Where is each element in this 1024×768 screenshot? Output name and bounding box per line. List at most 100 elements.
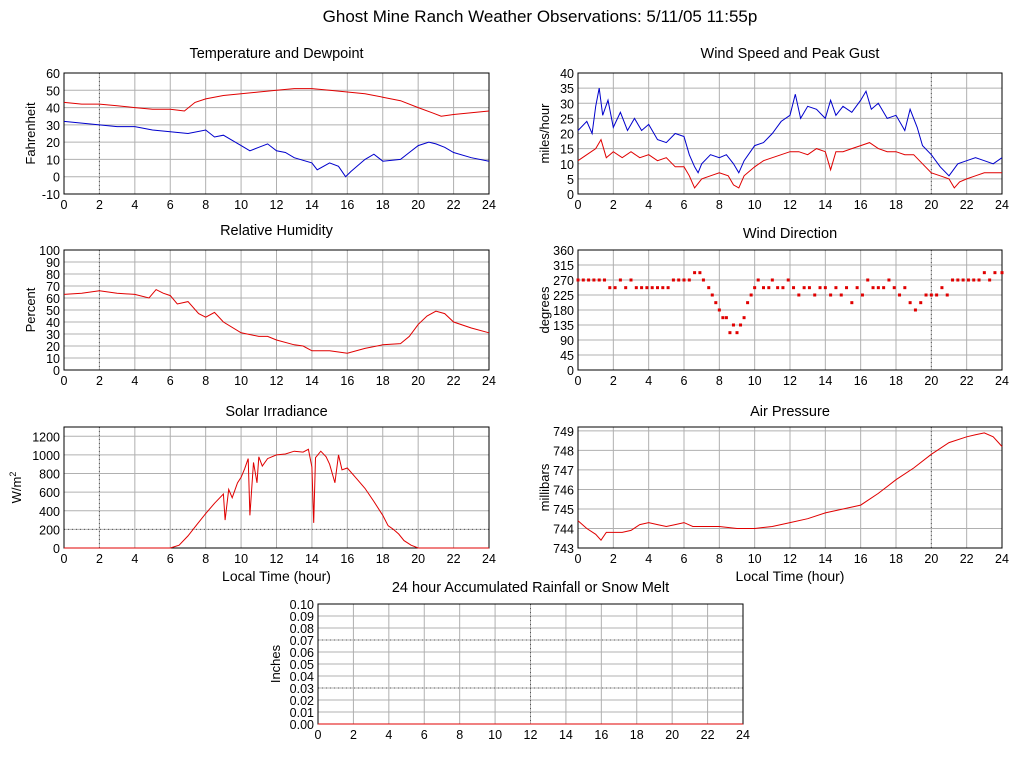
- x-tick-label: 20: [924, 198, 938, 212]
- data-point: [855, 286, 859, 290]
- x-tick-label: 20: [411, 198, 425, 212]
- y-tick-label: 745: [553, 503, 574, 517]
- x-tick-label: 20: [924, 374, 938, 388]
- x-tick-label: 18: [889, 552, 903, 566]
- data-point: [882, 286, 886, 290]
- data-point: [988, 278, 992, 282]
- data-point: [634, 286, 638, 290]
- x-tick-label: 0: [575, 198, 582, 212]
- pressure-title: Air Pressure: [750, 404, 830, 420]
- wind-series-line: [577, 138, 1002, 189]
- y-tick-label: 5: [567, 173, 574, 187]
- x-tick-label: 16: [594, 728, 608, 742]
- x-tick-label: 16: [854, 374, 868, 388]
- pressure-series-line: [577, 432, 1003, 542]
- y-tick-label: 90: [46, 256, 60, 270]
- x-tick-label: 18: [630, 728, 644, 742]
- x-tick-label: 2: [96, 374, 103, 388]
- x-tick-label: 16: [340, 198, 354, 212]
- y-tick-label: 100: [39, 244, 60, 258]
- x-tick-label: 14: [818, 198, 832, 212]
- y-tick-label: 748: [553, 444, 574, 458]
- rain-title: 24 hour Accumulated Rainfall or Snow Mel…: [392, 580, 669, 596]
- data-point: [818, 286, 822, 290]
- data-point: [613, 286, 617, 290]
- rh-plot-frame: [63, 249, 490, 371]
- x-tick-label: 8: [716, 374, 723, 388]
- x-tick-label: 4: [645, 374, 652, 388]
- y-tick-label: 40: [560, 67, 574, 81]
- data-point: [749, 293, 753, 297]
- data-point: [640, 286, 644, 290]
- y-tick-label: 30: [46, 328, 60, 342]
- x-tick-label: 10: [488, 728, 502, 742]
- x-tick-label: 2: [610, 198, 617, 212]
- x-tick-label: 22: [447, 198, 461, 212]
- temp-plot-frame: [63, 72, 490, 195]
- wdir-plot-frame: [577, 249, 1003, 371]
- x-tick-label: 24: [736, 728, 750, 742]
- data-point: [850, 301, 854, 305]
- rh-series-line: [63, 288, 490, 354]
- y-tick-label: 25: [560, 112, 574, 126]
- x-tick-label: 20: [411, 552, 425, 566]
- data-point: [739, 323, 743, 327]
- y-tick-label: 0.05: [290, 658, 314, 672]
- y-tick-label: 0.06: [290, 646, 314, 660]
- x-tick-label: 12: [783, 552, 797, 566]
- wdir-ylabel: degrees: [537, 286, 552, 333]
- data-point: [767, 286, 771, 290]
- y-tick-label: 40: [46, 316, 60, 330]
- y-tick-label: 0: [567, 188, 574, 202]
- data-point: [940, 286, 944, 290]
- y-tick-label: 80: [46, 268, 60, 282]
- data-point: [753, 286, 757, 290]
- wind-plot-frame: [577, 72, 1003, 195]
- x-tick-label: 10: [234, 552, 248, 566]
- x-tick-label: 6: [167, 552, 174, 566]
- y-tick-label: 225: [553, 289, 574, 303]
- data-point: [735, 331, 739, 335]
- data-point: [871, 286, 875, 290]
- y-tick-label: 50: [46, 304, 60, 318]
- y-tick-label: 744: [553, 522, 574, 536]
- y-tick-label: 70: [46, 280, 60, 294]
- data-point: [687, 278, 691, 282]
- x-tick-label: 0: [61, 374, 68, 388]
- y-tick-label: 0.09: [290, 610, 314, 624]
- x-tick-label: 12: [783, 374, 797, 388]
- x-tick-label: 22: [960, 552, 974, 566]
- y-tick-label: 40: [46, 102, 60, 116]
- x-tick-label: 24: [995, 552, 1009, 566]
- x-tick-label: 2: [96, 198, 103, 212]
- data-point: [956, 278, 960, 282]
- data-point: [698, 271, 702, 275]
- x-tick-label: 16: [340, 552, 354, 566]
- x-tick-label: 4: [645, 198, 652, 212]
- data-point: [993, 271, 997, 275]
- y-tick-label: 747: [553, 464, 574, 478]
- data-point: [592, 278, 596, 282]
- y-tick-label: 20: [46, 340, 60, 354]
- y-tick-label: 1200: [32, 430, 60, 444]
- solar-series-line: [64, 448, 489, 549]
- x-tick-label: 6: [681, 198, 688, 212]
- data-point: [629, 278, 633, 282]
- x-tick-label: 24: [482, 374, 496, 388]
- y-tick-label: 0.10: [290, 598, 314, 612]
- data-point: [823, 286, 827, 290]
- y-tick-label: 315: [553, 259, 574, 273]
- x-tick-label: 6: [167, 374, 174, 388]
- y-tick-label: 180: [553, 304, 574, 318]
- wind-ylabel: miles/hour: [537, 103, 552, 164]
- data-point: [603, 278, 606, 282]
- x-tick-label: 2: [350, 728, 357, 742]
- page-title: Ghost Mine Ranch Weather Observations: 5…: [322, 7, 758, 26]
- data-point: [661, 286, 665, 290]
- data-point: [650, 286, 654, 290]
- data-point: [908, 301, 912, 305]
- pressure-plot-frame: [577, 426, 1003, 549]
